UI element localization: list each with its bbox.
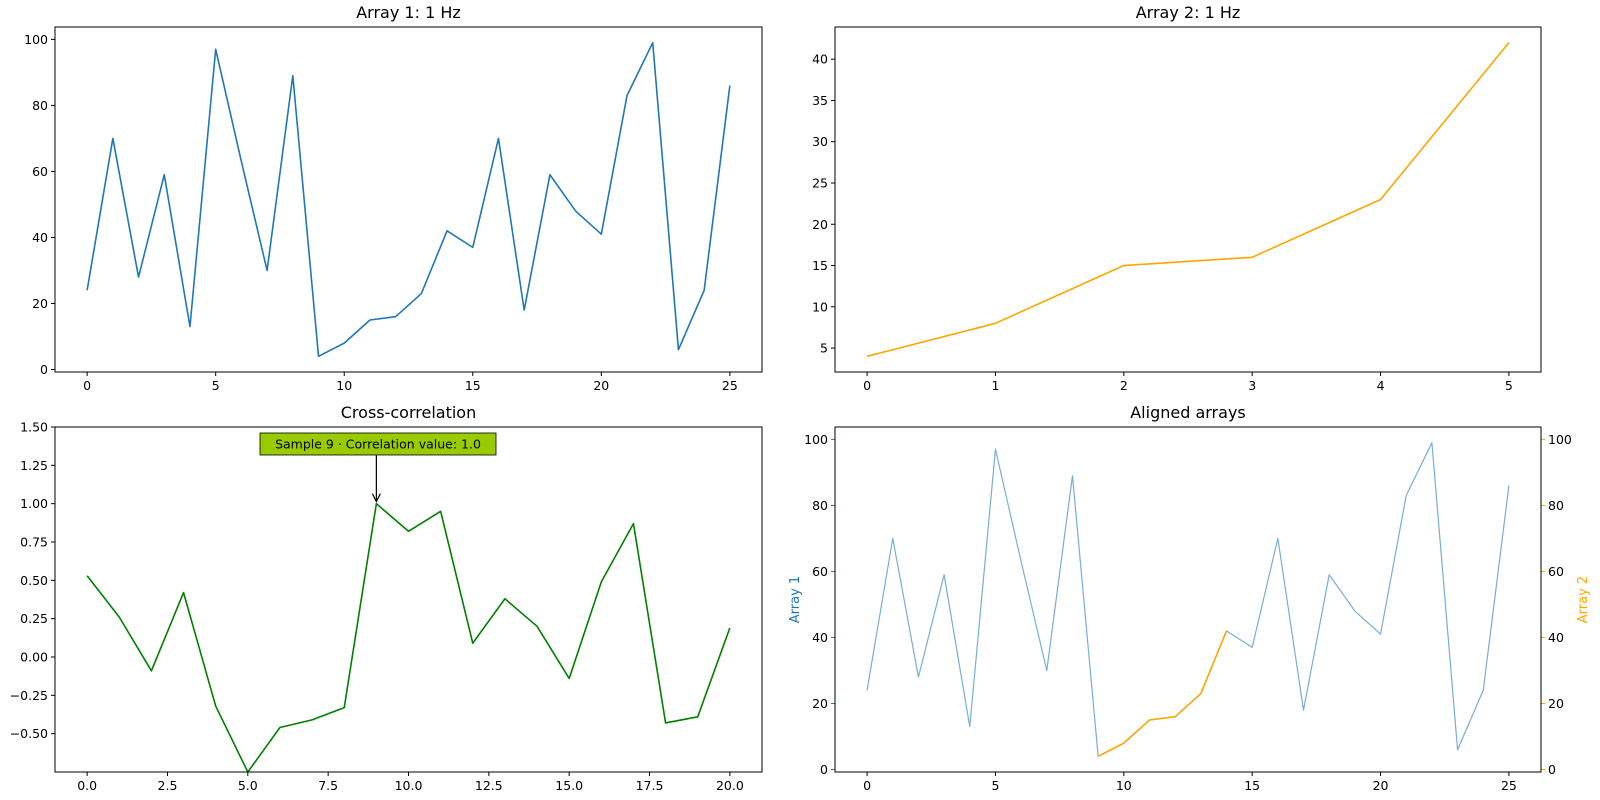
x-tick-label: 25 [722, 378, 738, 393]
chart-title: Array 1: 1 Hz [356, 3, 461, 22]
chart-panel-4: Aligned arrays 0 5 10 15 20 25 0 20 40 60 80 100 0 20 4… [788, 403, 1591, 793]
y-tick-label: 20 [32, 296, 48, 311]
y-tick-label: 35 [812, 93, 828, 108]
y-right-tick-label: 80 [1548, 498, 1564, 513]
x-tick-label: 17.5 [636, 778, 664, 793]
axes-frame [54, 26, 763, 373]
y-tick-label: −0.25 [10, 688, 48, 703]
y-tick-label: 60 [32, 164, 48, 179]
y-tick-label: 0.25 [20, 611, 48, 626]
y-tick-label: 30 [812, 134, 828, 149]
y-tick-label: 80 [32, 98, 48, 113]
axes-frame [834, 426, 1542, 773]
x-tick-label: 15.0 [555, 778, 583, 793]
y-tick-label: 0.50 [20, 573, 48, 588]
axes-frame [54, 426, 763, 773]
x-tick-label: 0 [863, 778, 871, 793]
series-line-1 [86, 41, 731, 358]
y-tick-label: 5 [820, 341, 828, 356]
y-right-tick-label: 20 [1548, 696, 1564, 711]
x-tick-label: 0 [863, 378, 871, 393]
x-tick-label: 0 [83, 378, 91, 393]
y-tick-label: 100 [24, 32, 48, 47]
y-tick-label: 40 [812, 52, 828, 67]
y-tick-label: 80 [812, 498, 828, 513]
chart-title: Array 2: 1 Hz [1136, 3, 1241, 22]
x-tick-label: 3 [1248, 378, 1256, 393]
annotation-text: Sample 9 · Correlation value: 1.0 [275, 437, 481, 452]
y-tick-label: 25 [812, 175, 828, 190]
series-line-1 [866, 42, 1510, 358]
y-tick-label: 1.00 [20, 496, 48, 511]
x-tick-label: 15 [465, 378, 481, 393]
y-tick-label: 60 [812, 564, 828, 579]
x-tick-label: 12.5 [475, 778, 503, 793]
y-tick-label: 40 [812, 630, 828, 645]
x-tick-label: 20 [1373, 778, 1389, 793]
x-tick-label: 10 [336, 378, 352, 393]
y-right-tick-label: 60 [1548, 564, 1564, 579]
x-tick-label: 15 [1244, 778, 1260, 793]
x-tick-label: 1 [991, 378, 999, 393]
y-tick-label: 100 [804, 432, 828, 447]
chart-panel-2: Array 2: 1 Hz 0 1 2 3 4 5 5 10 15 20 25 30 35 40 [812, 3, 1542, 393]
chart-panel-3: Cross-correlation 0.0 2.5 5.0 7.5 10.0 12.5 15.… [10, 403, 763, 793]
chart-panel-1: Array 1: 1 Hz 0 5 10 15 20 25 0 20 40 60 80 100 [24, 3, 763, 393]
x-tick-label: 2.5 [158, 778, 178, 793]
series-line-2 [1097, 630, 1228, 758]
x-tick-label: 10.0 [395, 778, 423, 793]
y-axis-label-right: Array 2 [1576, 576, 1591, 623]
x-tick-label: 20.0 [716, 778, 744, 793]
y-tick-label: 15 [812, 258, 828, 273]
x-tick-label: 4 [1377, 378, 1385, 393]
x-tick-label: 25 [1501, 778, 1517, 793]
y-tick-label: 0 [820, 762, 828, 777]
x-tick-label: 20 [593, 378, 609, 393]
annotation-arrow-head [371, 493, 381, 504]
y-tick-label: 20 [812, 696, 828, 711]
y-tick-label: 1.25 [20, 458, 48, 473]
x-tick-label: 10 [1116, 778, 1132, 793]
chart-title: Aligned arrays [1130, 403, 1246, 422]
annotation-box [259, 432, 497, 456]
y-right-tick-label: 0 [1548, 762, 1556, 777]
axes-frame [834, 26, 1542, 373]
series-line-1 [866, 442, 1510, 757]
y-tick-label: 20 [812, 217, 828, 232]
y-tick-label: 0.00 [20, 650, 48, 665]
series-line-1 [86, 502, 731, 773]
x-tick-label: 5 [991, 778, 999, 793]
y-tick-label: 40 [32, 230, 48, 245]
y-tick-label: 0 [40, 362, 48, 377]
x-tick-label: 5 [1505, 378, 1513, 393]
x-tick-label: 7.5 [318, 778, 338, 793]
y-tick-label: 1.50 [20, 420, 48, 435]
x-tick-label: 2 [1120, 378, 1128, 393]
y-tick-label: 10 [812, 299, 828, 314]
y-tick-label: −0.50 [10, 726, 48, 741]
y-tick-label: 0.75 [20, 535, 48, 550]
chart-title: Cross-correlation [341, 403, 476, 422]
y-axis-label: Array 1 [788, 576, 803, 623]
x-tick-label: 0.0 [77, 778, 97, 793]
y-right-tick-label: 40 [1548, 630, 1564, 645]
x-tick-label: 5.0 [238, 778, 258, 793]
y-right-tick-label: 100 [1548, 432, 1572, 447]
x-tick-label: 5 [212, 378, 220, 393]
